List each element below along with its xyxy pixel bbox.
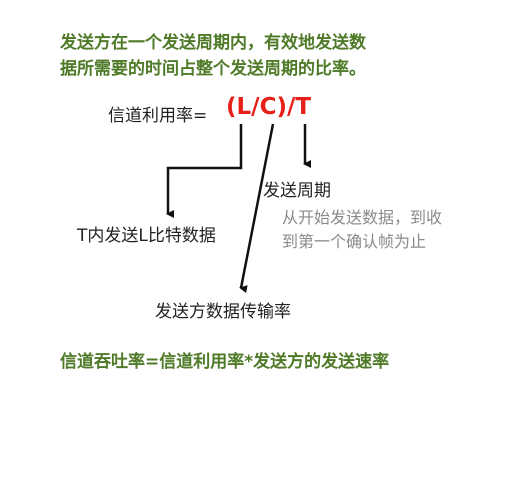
arrow-c-to-rate <box>239 123 275 294</box>
arrow-l-to-bits <box>166 124 243 218</box>
utilization-formula: (L/C)/T <box>226 94 312 120</box>
utilization-label: 信道利用率= <box>108 106 208 126</box>
sender-rate-label: 发送方数据传输率 <box>155 302 291 322</box>
send-period-label: 发送周期 <box>263 181 331 201</box>
definition-heading: 发送方在一个发送周期内，有效地发送数 据所需要的时间占整个发送周期的比率。 <box>60 30 366 82</box>
bits-in-t-label: T内发送L比特数据 <box>77 226 216 246</box>
definition-line-1: 发送方在一个发送周期内，有效地发送数 <box>60 33 366 53</box>
send-period-note: 从开始发送数据，到收 到第一个确认帧为止 <box>282 206 442 254</box>
note-line-2: 到第一个确认帧为止 <box>282 232 427 251</box>
note-line-1: 从开始发送数据，到收 <box>282 208 443 227</box>
throughput-formula: 信道吞吐率=信道利用率*发送方的发送速率 <box>60 352 390 372</box>
definition-line-2: 据所需要的时间占整个发送周期的比率。 <box>60 59 366 79</box>
